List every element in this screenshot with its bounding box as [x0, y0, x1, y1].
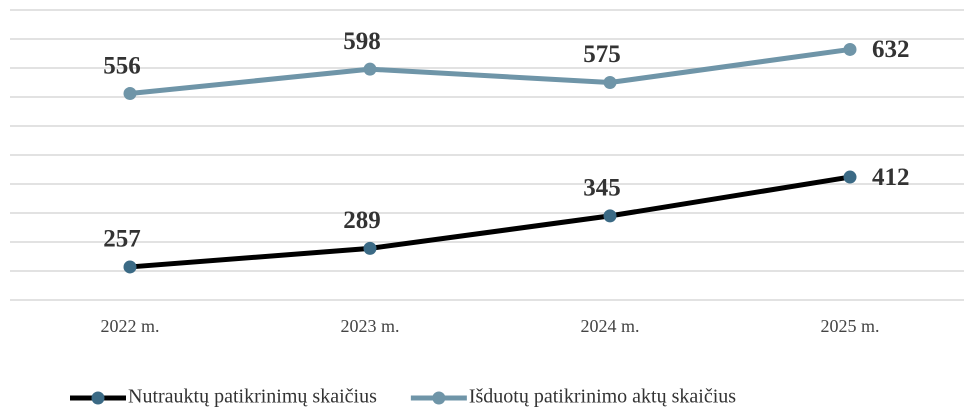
marker	[603, 209, 617, 223]
legend-label: Nutrauktų patikrinimų skaičius	[128, 386, 377, 408]
series-line	[129, 46, 851, 97]
legend-marker	[91, 391, 105, 405]
data-label: 289	[343, 207, 381, 234]
data-label: 257	[103, 226, 141, 253]
marker	[843, 170, 857, 184]
marker	[843, 42, 857, 56]
legend-marker	[432, 391, 446, 405]
data-label: 345	[583, 175, 621, 202]
marker	[363, 241, 377, 255]
marker	[123, 260, 137, 274]
data-label: 632	[872, 36, 910, 63]
legend-label: Išduotų patikrinimo aktų skaičius	[469, 386, 736, 408]
data-label: 598	[343, 28, 381, 55]
marker	[603, 76, 617, 89]
marker	[123, 87, 137, 101]
marker	[363, 62, 377, 76]
x-tick-label: 2024 m.	[580, 316, 639, 336]
data-label: 412	[872, 164, 910, 191]
x-tick-label: 2025 m.	[820, 316, 879, 336]
x-tick-label: 2022 m.	[100, 316, 159, 336]
series-line	[129, 174, 851, 270]
x-tick-label: 2023 m.	[340, 316, 399, 336]
data-label: 575	[583, 41, 621, 68]
data-label: 556	[103, 52, 141, 79]
